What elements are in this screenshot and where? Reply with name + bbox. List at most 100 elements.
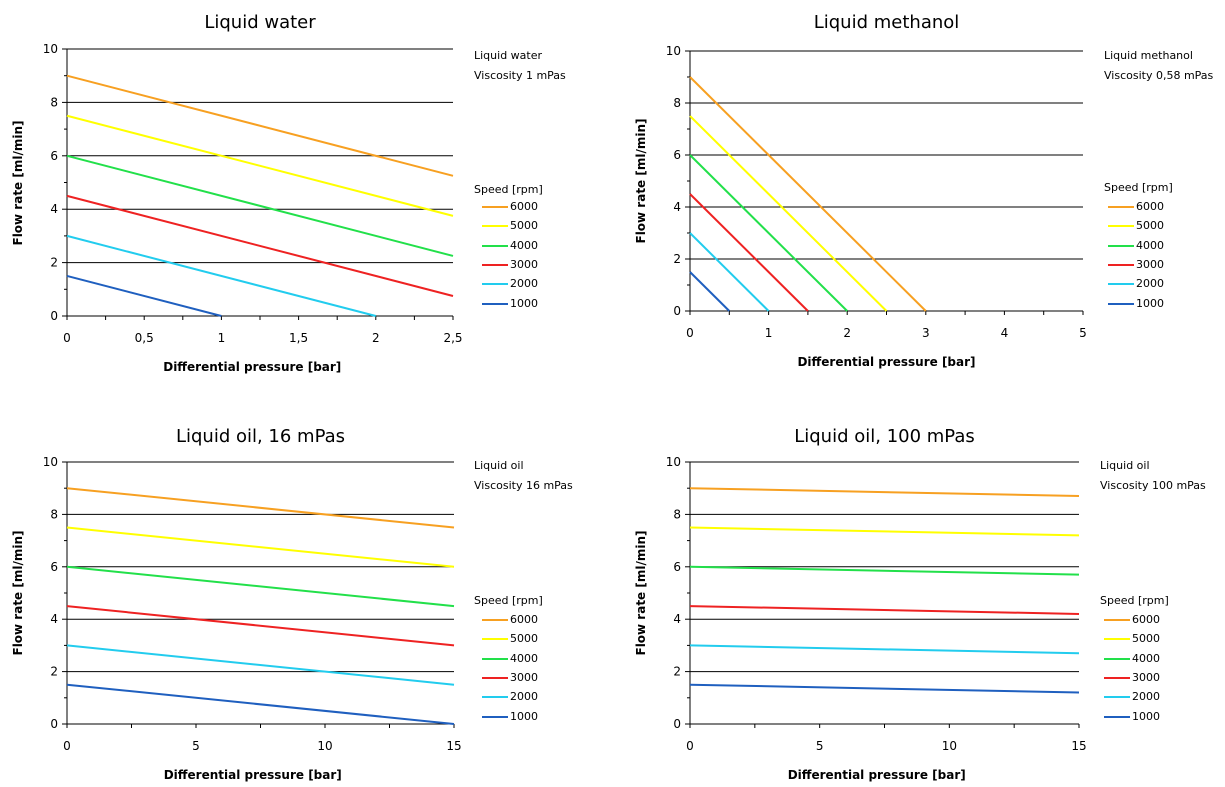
series-line-3000 [66,605,455,647]
series-line-6000 [66,74,454,177]
y-tick-label: 0 [673,717,681,731]
legend-item-4000: 4000 [1108,239,1164,252]
series-line-5000 [66,114,454,217]
y-tick-label: 6 [673,148,681,162]
legend-item-5000: 5000 [1108,219,1164,232]
legend-item-6000: 6000 [1108,200,1164,213]
y-tick-label: 4 [50,202,58,216]
legend-label: 6000 [1132,613,1160,626]
x-tick-label: 0 [63,739,71,753]
series-line-4000 [66,154,454,257]
legend-item-4000: 4000 [482,652,538,665]
series-line-3000 [66,194,454,297]
legend-label: 1000 [510,709,538,723]
x-tick-label: 2 [843,326,851,340]
legend-title: Speed [rpm] [1104,181,1173,194]
y-tick-label: 10 [43,42,58,56]
legend-item-2000: 2000 [1104,690,1160,703]
x-tick-label: 15 [446,739,461,753]
x-tick-label: 5 [192,739,200,753]
note-line-1: Liquid oil [474,459,524,472]
legend-label: 5000 [510,219,538,233]
legend-item-5000: 5000 [1104,632,1160,645]
y-tick-label: 10 [666,455,681,469]
legend-item-2000: 2000 [482,690,538,703]
y-tick-label: 0 [50,717,58,731]
legend-label: 5000 [510,632,538,646]
legend-item-1000: 1000 [482,297,538,310]
legend-item-2000: 2000 [1108,277,1164,290]
series-line-1000 [66,683,455,725]
legend-label: 5000 [1136,219,1164,233]
legend-label: 2000 [510,277,538,291]
legend-item-1000: 1000 [482,710,538,723]
x-axis-label: Differential pressure [bar] [163,360,342,374]
x-tick-label: 2 [372,331,380,345]
legend-swatch [482,283,508,286]
y-tick-label: 2 [673,665,681,679]
legend-label: 1000 [1132,709,1160,723]
legend-label: 6000 [1136,200,1164,213]
legend-swatch [1108,244,1134,247]
x-tick-label: 10 [317,739,332,753]
series-line-4000 [689,154,848,312]
series-line-2000 [689,232,770,312]
series-line-5000 [689,115,888,312]
note-line-1: Liquid methanol [1104,49,1193,62]
legend-swatch [482,696,508,699]
legend-swatch [482,244,508,247]
legend-swatch [1104,638,1130,641]
legend-label: 4000 [510,651,538,665]
legend-swatch [1104,657,1130,660]
y-tick-label: 6 [673,560,681,574]
x-tick-label: 2,5 [443,331,462,345]
y-tick-label: 6 [50,560,58,574]
x-tick-label: 1 [765,326,773,340]
legend-swatch [482,638,508,641]
series-line-5000 [689,526,1080,537]
note-line-2: Viscosity 100 mPas [1100,479,1206,492]
x-tick-label: 5 [816,739,824,753]
series-line-2000 [66,644,455,686]
chart-title: Liquid methanol [813,12,960,33]
x-tick-label: 4 [1001,326,1009,340]
legend-title: Speed [rpm] [474,183,543,196]
y-tick-label: 10 [43,455,58,469]
series-line-6000 [689,76,927,312]
legend-swatch [1104,676,1130,679]
y-tick-label: 4 [673,200,681,214]
legend-label: 4000 [1132,651,1160,665]
legend-label: 4000 [510,238,538,252]
legend-item-3000: 3000 [1104,671,1160,684]
legend-item-5000: 5000 [482,219,538,232]
y-tick-label: 2 [50,256,58,270]
legend-label: 3000 [510,257,538,271]
note-line-2: Viscosity 16 mPas [474,479,573,492]
legend-swatch [482,263,508,266]
x-tick-label: 0 [686,326,694,340]
y-tick-label: 4 [50,612,58,626]
y-tick-label: 2 [50,665,58,679]
series-line-5000 [66,526,455,568]
series-line-6000 [66,487,455,529]
chart-title: Liquid oil, 16 mPas [175,426,346,447]
series-line-3000 [689,193,809,312]
y-tick-label: 8 [50,95,58,109]
series-line-2000 [66,234,377,317]
legend-swatch [482,619,508,621]
note-line-1: Liquid water [474,49,543,62]
legend-swatch [1108,206,1134,208]
y-tick-label: 8 [50,507,58,521]
legend-label: 2000 [1136,277,1164,291]
note-line-2: Viscosity 1 mPas [474,69,566,82]
legend-label: 2000 [1132,690,1160,704]
legend-label: 5000 [1132,632,1160,646]
x-tick-label: 0,5 [135,331,154,345]
series-line-1000 [66,274,222,317]
legend-swatch [1108,225,1134,228]
legend-label: 2000 [510,690,538,704]
y-tick-label: 0 [673,304,681,318]
